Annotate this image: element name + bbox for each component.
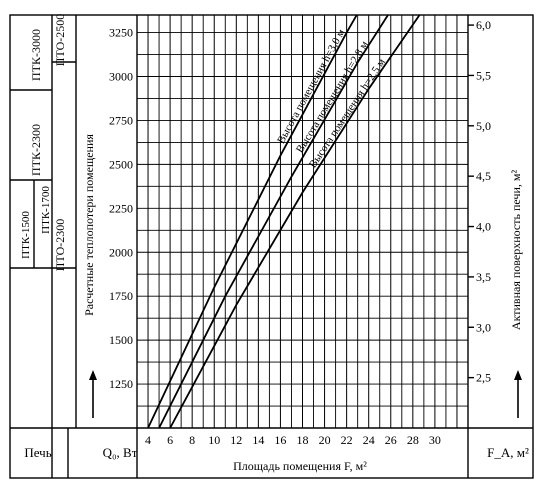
y-right-unit: F_A, м² bbox=[487, 445, 529, 460]
x-tick-label: 12 bbox=[230, 433, 242, 447]
series-line-1 bbox=[147, 15, 358, 428]
y-right-tick-label: 6,0 bbox=[476, 18, 491, 32]
x-axis-label: Площадь помещения F, м² bbox=[233, 459, 367, 473]
left-table-pto2500: ПТО-2500 bbox=[53, 14, 67, 67]
x-tick-label: 14 bbox=[252, 433, 264, 447]
y-right-tick-label: 5,5 bbox=[476, 68, 491, 82]
x-tick-label: 8 bbox=[189, 433, 195, 447]
y-left-tick-label: 1250 bbox=[109, 377, 133, 391]
y-right-tick-label: 3,5 bbox=[476, 270, 491, 284]
left-table-ptk1700: ПТК-1700 bbox=[40, 186, 52, 234]
tick-labels: 1250 1500 1750 2000 2250 2500 2750 3000 3250 2,5 3… bbox=[109, 18, 491, 447]
left-table-ptk2300: ПТК-2300 bbox=[29, 124, 43, 176]
x-tick-label: 22 bbox=[341, 433, 353, 447]
frame bbox=[9, 14, 534, 479]
y-left-tick-label: 2000 bbox=[109, 245, 133, 259]
left-table-ptk3000: ПТК-3000 bbox=[29, 29, 43, 81]
y-left-tick-label: 2250 bbox=[109, 201, 133, 215]
x-tick-label: 6 bbox=[167, 433, 173, 447]
y-right-label: Активная поверхность печи, м² bbox=[509, 170, 523, 331]
grid-lines bbox=[137, 15, 468, 428]
x-tick-label: 20 bbox=[319, 433, 331, 447]
y-right-tick-label: 5,0 bbox=[476, 119, 491, 133]
y-left-unit: Q₀, Вт bbox=[103, 445, 138, 460]
series-line-3 bbox=[169, 15, 421, 428]
y-right-tick-label: 3,0 bbox=[476, 320, 491, 334]
y-left-tick-label: 2500 bbox=[109, 157, 133, 171]
left-table-footer: Печь bbox=[24, 445, 51, 460]
y-right-tick-label: 2,5 bbox=[476, 371, 491, 385]
x-tick-label: 16 bbox=[274, 433, 286, 447]
y-left-tick-label: 3000 bbox=[109, 70, 133, 84]
x-tick-label: 24 bbox=[363, 433, 375, 447]
right-arrow-icon bbox=[514, 370, 522, 418]
y-left-tick-label: 1500 bbox=[109, 333, 133, 347]
left-arrow-icon bbox=[89, 370, 97, 418]
y-left-tick-label: 3250 bbox=[109, 26, 133, 40]
left-table-pto2300: ПТО-2300 bbox=[53, 219, 67, 272]
x-tick-label: 4 bbox=[145, 433, 151, 447]
x-tick-label: 26 bbox=[385, 433, 397, 447]
outer-border bbox=[9, 14, 534, 479]
x-tick-label: 30 bbox=[429, 433, 441, 447]
y-right-tick-label: 4,0 bbox=[476, 220, 491, 234]
series-line-2 bbox=[158, 15, 390, 428]
x-tick-label: 28 bbox=[407, 433, 419, 447]
y-right-tick-label: 4,5 bbox=[476, 169, 491, 183]
y-left-tick-label: 2750 bbox=[109, 113, 133, 127]
y-left-label: Расчетные теплопотери помещения bbox=[82, 134, 96, 316]
left-table-ptk1500: ПТК-1500 bbox=[20, 211, 32, 259]
x-tick-label: 10 bbox=[208, 433, 220, 447]
y-left-tick-label: 1750 bbox=[109, 289, 133, 303]
x-tick-label: 18 bbox=[297, 433, 309, 447]
